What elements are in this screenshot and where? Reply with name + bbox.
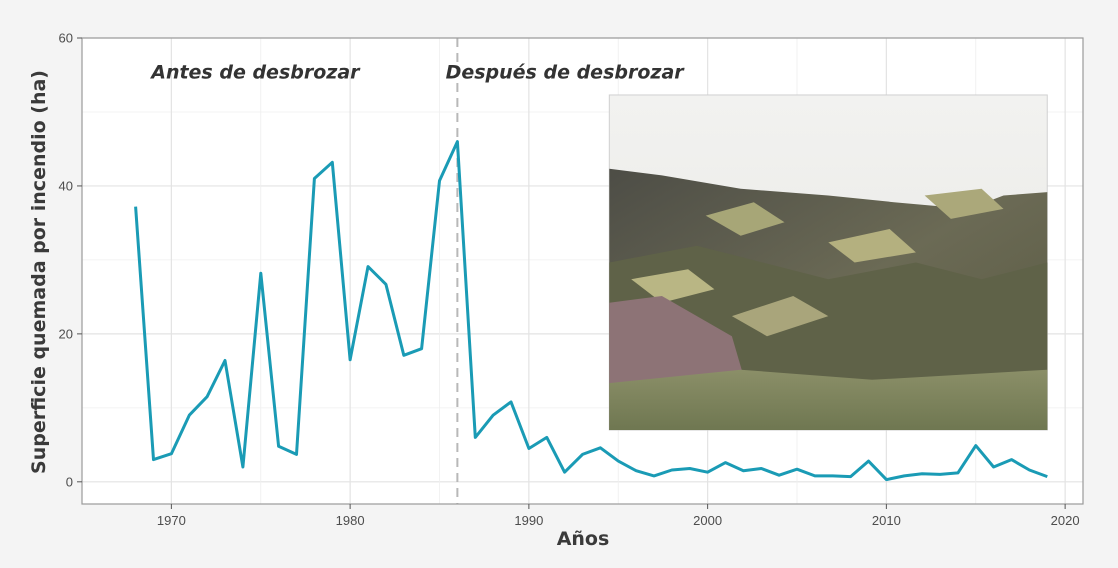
photo-pasture	[705, 202, 785, 236]
x-axis-title: Años	[557, 528, 610, 550]
photo-pasture	[731, 296, 829, 337]
series-line	[134, 140, 1048, 482]
photo-shrubs	[609, 296, 750, 397]
annotation-before: Antes de desbrozar	[149, 61, 361, 83]
y-tick-label: 40	[59, 178, 73, 193]
x-tick-label: 1990	[514, 513, 543, 528]
y-tick-label: 0	[66, 474, 73, 489]
y-tick-label: 60	[59, 31, 73, 46]
annotation-after: Después de desbrozar	[446, 61, 686, 83]
y-tick-label: 20	[59, 326, 73, 341]
x-tick-label: 2000	[693, 513, 722, 528]
x-tick-label: 2010	[872, 513, 901, 528]
y-axis-title: Superficie quemada por incendio (ha)	[28, 70, 50, 474]
photo-pasture	[631, 269, 715, 303]
x-tick-label: 2020	[1051, 513, 1080, 528]
photo-foreground	[609, 369, 1048, 430]
plot-border	[81, 37, 1084, 505]
axis-ticks: 0 20 40 60 1970 1980 1990 2000 2010 2020	[59, 31, 1080, 529]
photo-pasture	[828, 229, 916, 263]
x-tick-label: 1980	[336, 513, 365, 528]
photo-pasture	[924, 188, 1004, 219]
landscape-photo	[608, 94, 1048, 431]
x-tick-label: 1970	[157, 513, 186, 528]
